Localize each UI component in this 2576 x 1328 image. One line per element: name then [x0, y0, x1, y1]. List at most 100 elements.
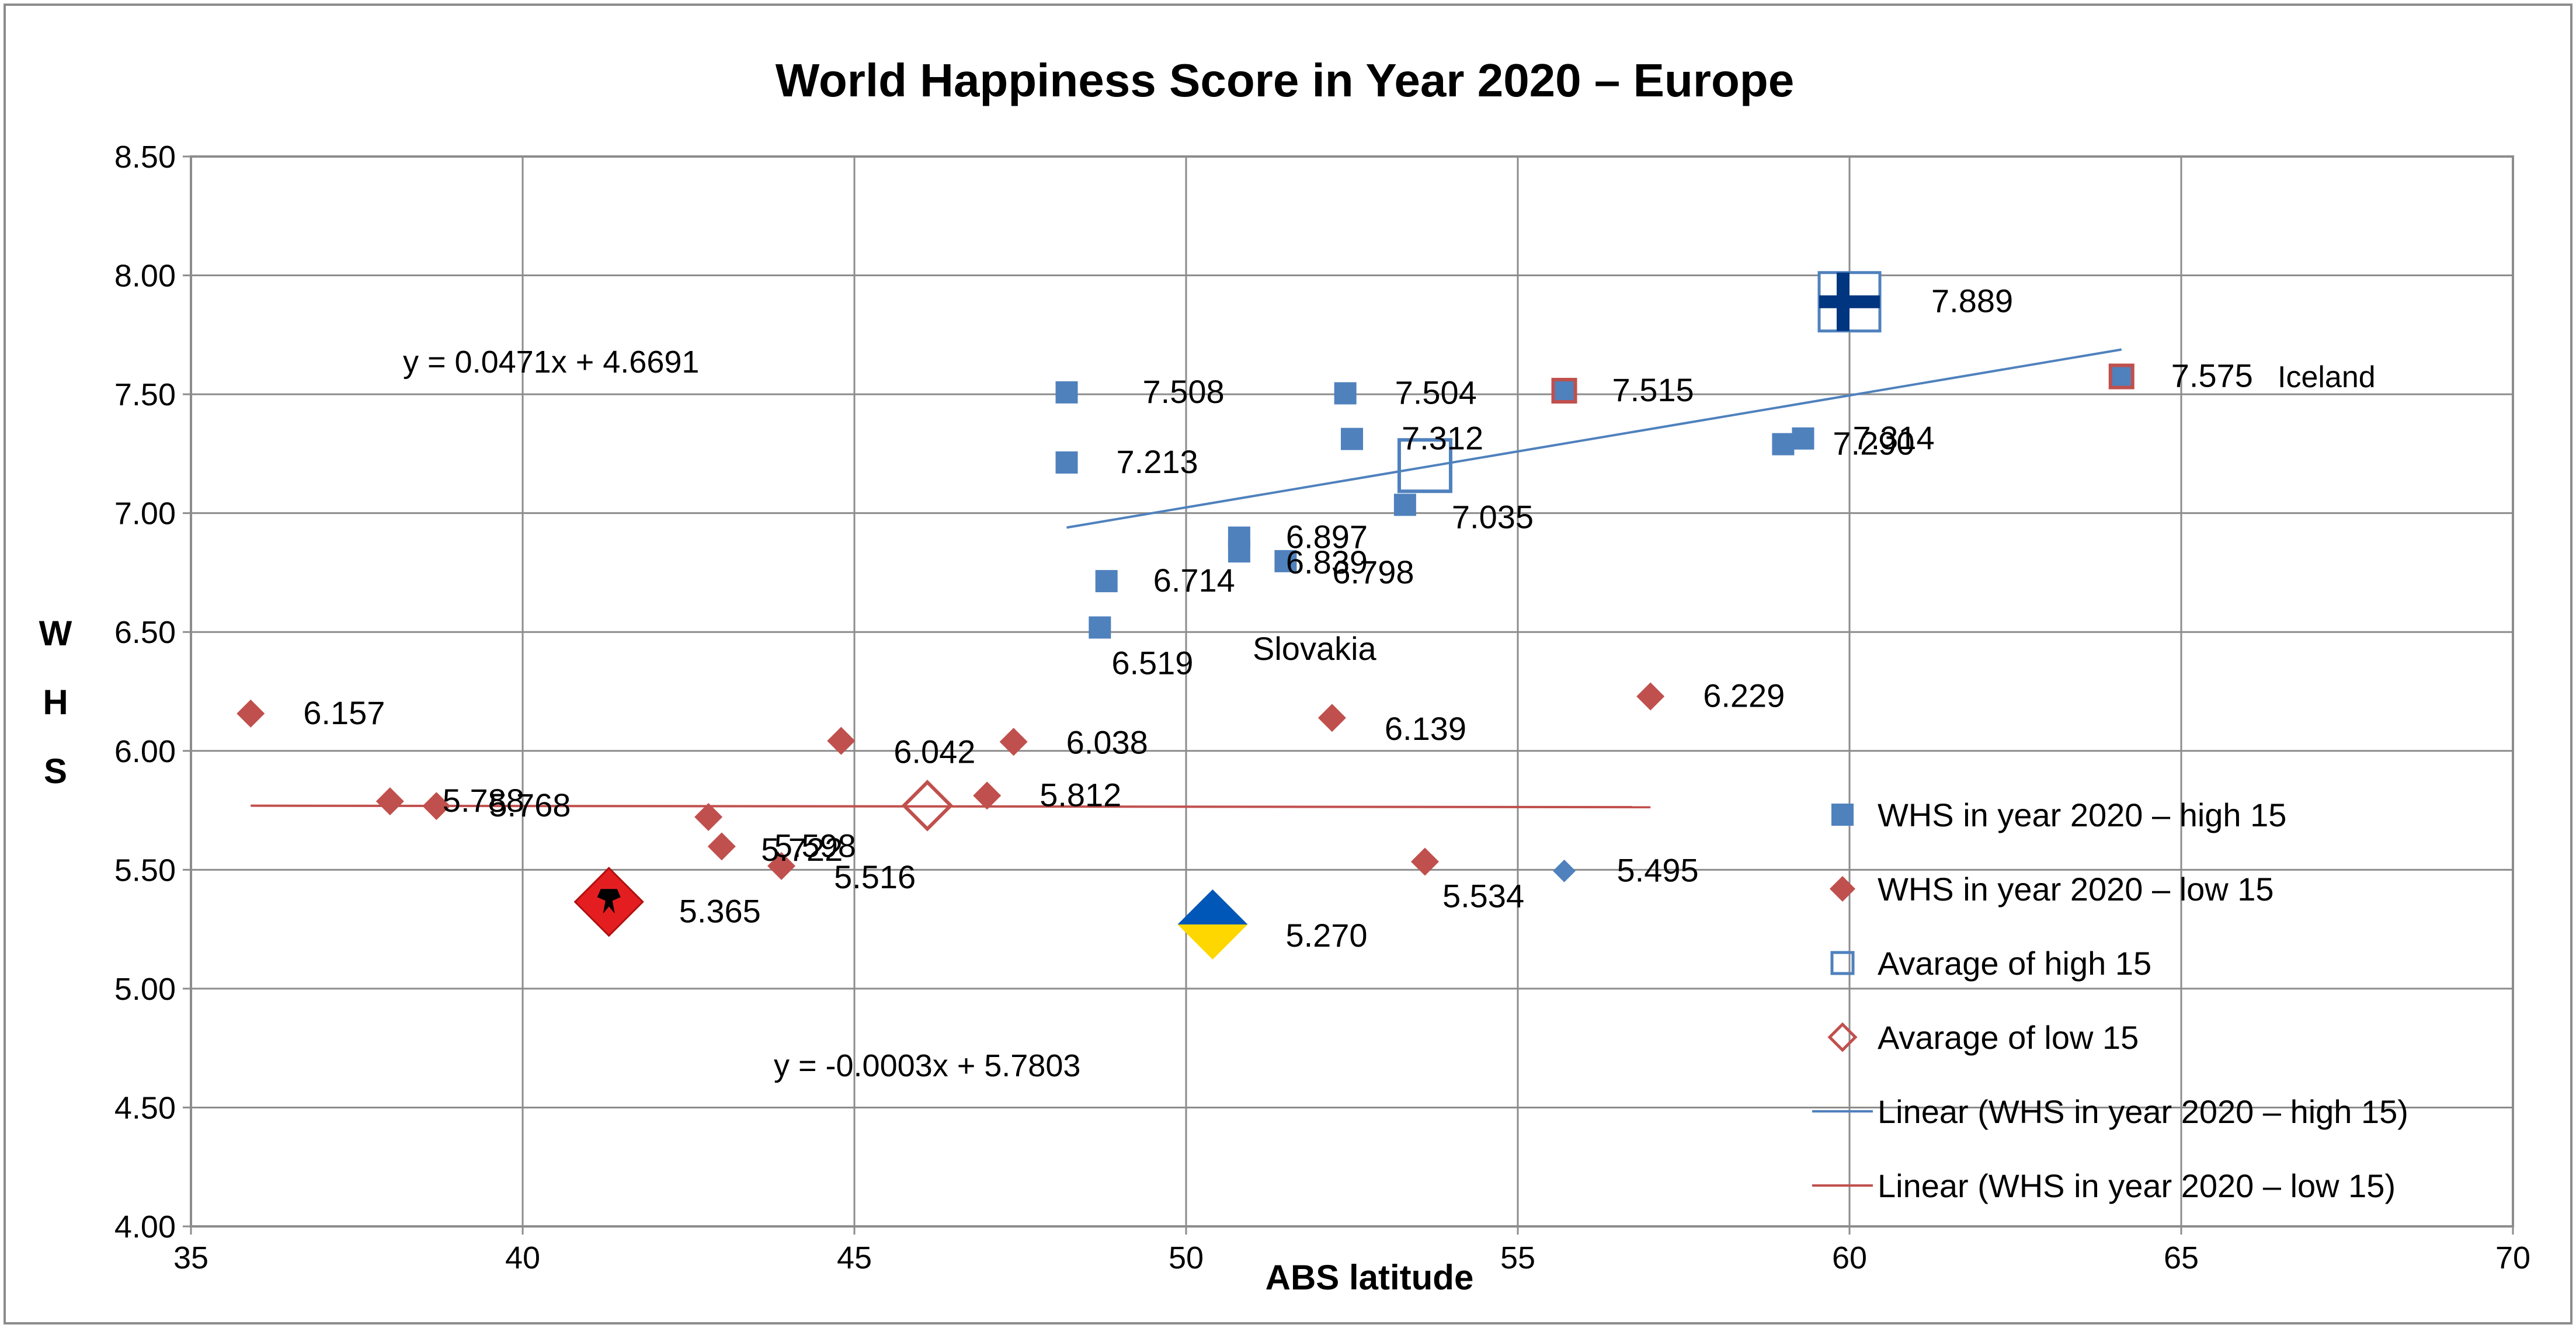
data-label-high: 6.897 [1286, 519, 1368, 555]
data-label-low: 5.270 [1285, 917, 1367, 954]
data-label-high: 6.519 [1111, 644, 1193, 681]
legend-entry: Avarage of low 15 [1878, 1019, 2139, 1056]
x-tick-label: 35 [173, 1240, 208, 1275]
x-tick-label: 55 [1500, 1240, 1535, 1275]
y-tick-label: 5.50 [114, 853, 176, 888]
y-axis-title-letter: H [43, 683, 68, 722]
average-low-marker [901, 780, 954, 832]
legend-entry: WHS in year 2020 – high 15 [1878, 797, 2286, 833]
data-label-low: 5.598 [774, 827, 856, 864]
point-high-outlined [1551, 378, 1577, 404]
finland-flag-cross-v [1837, 272, 1850, 331]
legend-entry: Avarage of high 15 [1878, 945, 2151, 982]
ukraine-flag-marker-bottom [1177, 924, 1248, 960]
x-tick-label: 70 [2495, 1240, 2530, 1275]
data-label-high: 7.312 [1402, 420, 1483, 457]
data-label-low: 5.812 [1040, 776, 1121, 813]
legend-marker-low [1830, 876, 1855, 902]
annotation-slovakia: Slovakia [1253, 630, 1377, 667]
point-low [237, 699, 265, 728]
point-low [767, 851, 796, 880]
point-low [1636, 682, 1665, 711]
point-low [707, 832, 736, 861]
data-label-high: 6.839 [1286, 544, 1368, 580]
y-tick-label: 6.00 [114, 734, 176, 769]
point-high [1055, 381, 1078, 404]
point-high [1055, 451, 1078, 474]
point-low [973, 781, 1002, 810]
point-low [827, 726, 856, 755]
y-tick-label: 8.00 [114, 259, 176, 294]
point-low [1317, 704, 1346, 732]
legend: WHS in year 2020 – high 15 WHS in year 20… [1812, 797, 2408, 1204]
trend-equation-low: y = -0.0003x + 5.7803 [774, 1048, 1080, 1083]
point-high [1089, 616, 1111, 639]
y-tick-label: 4.00 [114, 1209, 176, 1244]
data-label-high: 7.889 [1931, 283, 2013, 319]
point-high [1274, 550, 1297, 572]
data-label-low: 6.042 [894, 733, 975, 770]
point-high [1393, 493, 1416, 516]
point-high [1792, 427, 1814, 450]
x-tick-label: 40 [505, 1240, 540, 1275]
data-label-low: 5.534 [1442, 877, 1524, 914]
x-tick-label: 60 [1832, 1240, 1867, 1275]
data-label-low: 6.229 [1703, 677, 1785, 714]
x-tick-label: 65 [2164, 1240, 2199, 1275]
data-label-low: 5.495 [1617, 851, 1699, 888]
data-label-low: 5.788 [443, 782, 524, 819]
ukraine-flag-marker-top [1177, 889, 1248, 924]
y-axis-title-letter: S [44, 752, 67, 791]
point-high [1772, 433, 1795, 456]
data-label-high: 6.714 [1153, 562, 1235, 599]
y-tick-label: 5.00 [114, 972, 176, 1007]
data-label-low: 5.768 [489, 787, 571, 823]
data-label-low: 6.157 [303, 694, 385, 731]
data-label-high: 7.213 [1117, 443, 1198, 480]
legend-marker-avg-high [1830, 951, 1855, 975]
data-label-low: 5.365 [679, 892, 761, 929]
point-low [376, 787, 404, 816]
y-tick-label: 8.50 [114, 140, 176, 175]
point-high [1228, 540, 1250, 563]
point-low [694, 802, 723, 831]
data-label-high: 7.290 [1833, 425, 1914, 462]
data-label-high: 7.515 [1612, 371, 1694, 408]
y-axis-title: WHS [39, 614, 72, 791]
trendline-high [1066, 348, 2122, 529]
legend-entry: WHS in year 2020 – low 15 [1878, 871, 2274, 908]
y-tick-label: 7.00 [114, 496, 176, 531]
x-tick-label: 45 [837, 1240, 872, 1275]
data-label-high: 7.575 [2171, 357, 2253, 394]
y-axis-ticks: 4.00 4.50 5.00 5.50 6.00 6.50 7.00 7.50 8.00 8.50 [114, 140, 191, 1244]
albania-eagle-icon [597, 889, 621, 914]
legend-entry: Linear (WHS in year 2020 – low 15) [1878, 1167, 2396, 1204]
gridlines [191, 157, 2513, 1226]
point-high [1341, 427, 1363, 450]
point-low [999, 728, 1028, 756]
average-high-marker [1397, 438, 1452, 493]
x-axis-title: ABS latitude [1266, 1258, 1474, 1297]
y-tick-label: 7.50 [114, 377, 176, 412]
trend-equation-high: y = 0.0471x + 4.6691 [403, 345, 699, 380]
data-label-low: 6.139 [1385, 710, 1466, 747]
legend-marker-high [1831, 804, 1854, 826]
y-axis-title-letter: W [39, 614, 72, 653]
point-low [422, 792, 451, 821]
data-points [237, 271, 2135, 1052]
plot-area [190, 155, 2514, 1228]
data-label-low: 6.038 [1066, 724, 1148, 760]
data-label-low: 5.516 [834, 858, 916, 895]
data-labels: 7.508 7.504 7.213 7.312 7.035 6.8976.8396.798… [303, 283, 2253, 954]
data-label-high: 7.314 [1852, 419, 1934, 456]
x-tick-label: 50 [1169, 1240, 1204, 1275]
y-tick-label: 6.50 [114, 615, 176, 650]
point-high-outlined [2108, 363, 2135, 390]
chart-border [4, 4, 2572, 1324]
data-label-low: 5.722 [761, 831, 843, 868]
data-label-high: 7.035 [1452, 498, 1534, 535]
x-axis-ticks: 35 40 45 50 55 60 65 70 [173, 1226, 2530, 1275]
point-high [1095, 570, 1118, 593]
